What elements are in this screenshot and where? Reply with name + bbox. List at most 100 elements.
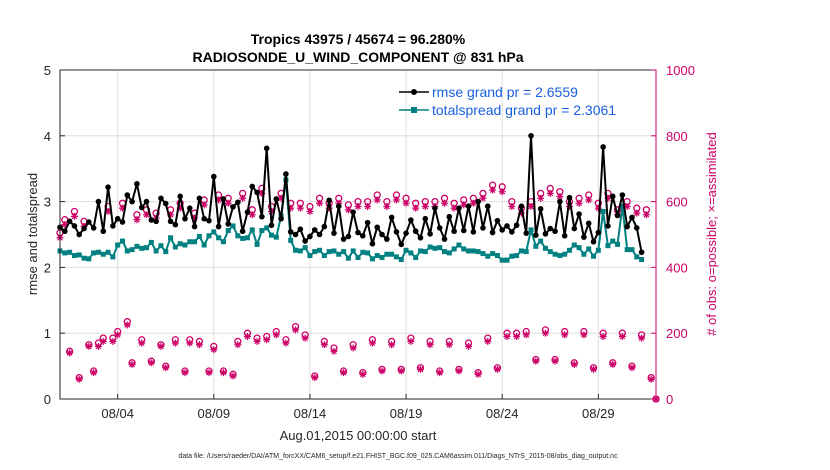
obs-assimilated-point (585, 196, 593, 204)
obs-assimilated-point (75, 375, 83, 383)
obs-assimilated-point (186, 339, 194, 347)
y-axis-label: rmse and totalspread (25, 173, 40, 295)
rmse-point (494, 217, 501, 224)
totalspread-point (369, 256, 375, 262)
rmse-point (220, 196, 227, 202)
obs-assimilated-point (340, 369, 348, 377)
obs-assimilated-point (527, 203, 535, 211)
rmse-point (124, 192, 131, 198)
rmse-point (624, 223, 630, 230)
obs-assimilated-point (344, 206, 352, 214)
totalspread-point (639, 257, 645, 263)
totalspread-point (321, 253, 327, 259)
totalspread-point (485, 253, 491, 259)
obs-assimilated-point (580, 331, 588, 339)
rmse-point (609, 193, 616, 200)
obs-assimilated-point (493, 365, 501, 373)
totalspread-point (336, 251, 342, 257)
obs-assimilated-point (138, 339, 146, 347)
rmse-point (129, 198, 135, 205)
rmse-point (292, 231, 299, 238)
obs-assimilated-point (147, 359, 155, 367)
x-tick-label: 08/24 (486, 406, 519, 421)
rmse-point (196, 195, 203, 202)
obs-assimilated-point (239, 194, 247, 202)
rmse-point (230, 204, 236, 210)
rmse-point (206, 217, 212, 224)
rmse-point (537, 206, 544, 212)
rmse-point (316, 231, 323, 238)
totalspread-point (307, 253, 313, 259)
rmse-point (542, 231, 549, 237)
totalspread-point (350, 248, 356, 254)
rmse-point (158, 195, 164, 202)
y-tick-label: 3 (44, 195, 51, 210)
rmse-point (244, 209, 251, 215)
obs-assimilated-point (479, 194, 487, 202)
totalspread-point (139, 245, 145, 251)
rmse-point (509, 229, 515, 235)
obs-assimilated-point (162, 364, 170, 372)
totalspread-point (595, 247, 601, 253)
rmse-point (460, 227, 467, 234)
totalspread-point (249, 227, 255, 233)
obs-assimilated-point (224, 199, 232, 207)
rmse-point (379, 231, 385, 238)
totalspread-point (134, 243, 140, 249)
obs-assimilated-point (133, 216, 141, 224)
totalspread-point (417, 248, 423, 254)
rmse-point (119, 219, 126, 225)
rmse-point (143, 198, 150, 205)
obs-assimilated-point (157, 342, 165, 350)
obs-assimilated-point (397, 367, 405, 375)
rmse-point (249, 183, 256, 190)
obs-assimilated-point (219, 369, 227, 377)
obs-assimilated-point (498, 188, 506, 196)
rmse-point (456, 205, 462, 211)
obs-assimilated-point (633, 209, 641, 217)
totalspread-point (244, 235, 250, 241)
obs-assimilated-point (301, 334, 309, 342)
rmse-point (629, 214, 635, 221)
rmse-point (576, 211, 582, 217)
obs-assimilated-point (171, 339, 179, 347)
obs-assimilated-point (94, 342, 102, 350)
totalspread-point (470, 248, 476, 254)
obs-assimilated-point (248, 211, 256, 219)
obs-assimilated-point (306, 207, 314, 215)
obs-assimilated-point (599, 332, 607, 340)
totalspread-point (610, 238, 616, 244)
totalspread-point (326, 249, 332, 255)
obs-assimilated-point (590, 365, 598, 373)
totalspread-point (273, 234, 279, 240)
obs-assimilated-point (383, 203, 391, 211)
legend-rmse-marker (411, 89, 417, 95)
totalspread-point (81, 255, 87, 261)
obs-assimilated-point (441, 199, 449, 207)
obs-assimilated-point (388, 341, 396, 349)
totalspread-point (124, 248, 130, 254)
rmse-point (172, 221, 179, 228)
obs-assimilated-point (416, 365, 424, 373)
totalspread-point (172, 244, 178, 250)
obs-assimilated-point (99, 337, 107, 345)
y2-tick-label: 200 (666, 326, 688, 341)
obs-assimilated-point (292, 326, 300, 334)
y-tick-label: 0 (44, 392, 51, 407)
totalspread-point (466, 248, 472, 254)
totalspread-point (634, 254, 640, 260)
rmse-point (302, 238, 308, 244)
rmse-point (585, 220, 592, 227)
obs-assimilated-point (609, 360, 617, 368)
rmse-point (513, 222, 520, 229)
chart-title: Tropics 43975 / 45674 = 96.280% (251, 31, 466, 47)
obs-assimilated-point (373, 196, 381, 204)
rmse-point (114, 215, 121, 222)
rmse-point (100, 228, 107, 235)
rmse-point (393, 229, 400, 235)
obs-assimilated-point (253, 337, 261, 345)
legend-rmse-label: rmse grand pr = 2.6559 (432, 84, 578, 100)
rmse-point (595, 229, 602, 236)
totalspread-point (557, 253, 563, 259)
